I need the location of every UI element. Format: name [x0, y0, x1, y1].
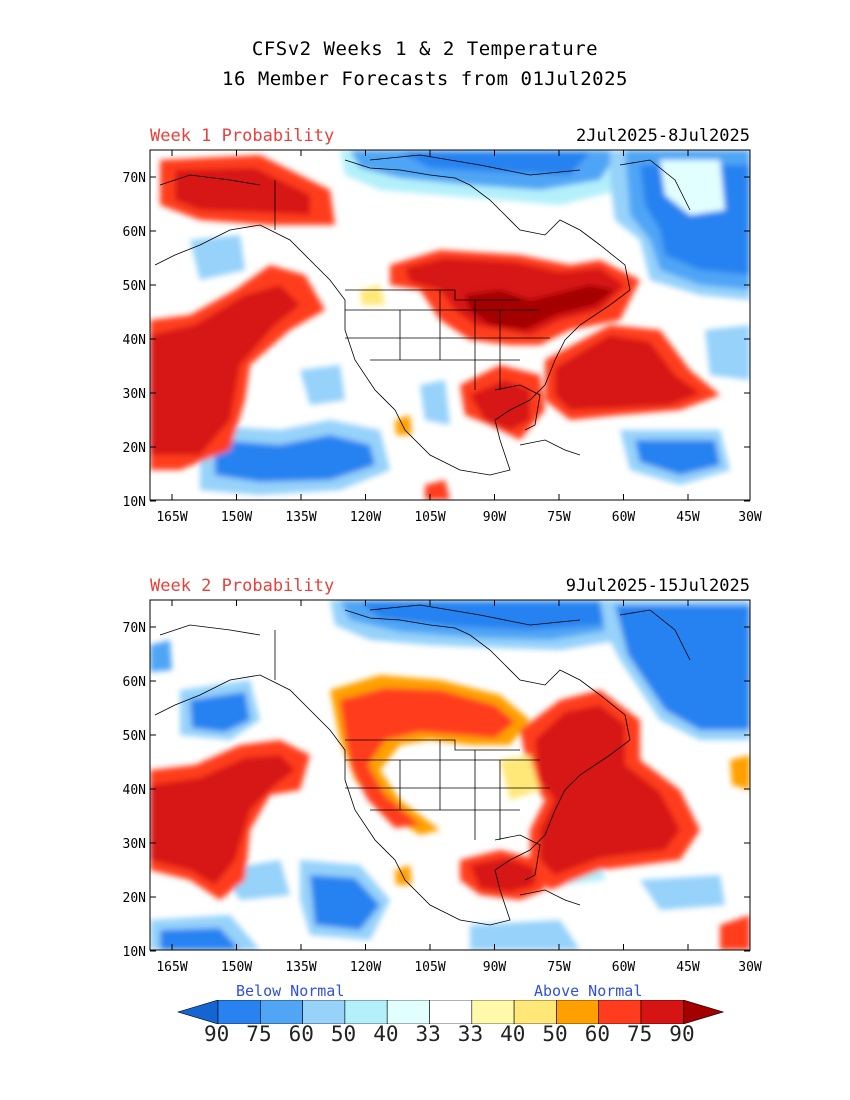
- lat-tick-label: 60N: [123, 675, 146, 690]
- legend-value: 50: [542, 1022, 568, 1046]
- legend-arrow-left: [176, 1000, 219, 1024]
- lat-tick-label: 40N: [123, 333, 146, 348]
- week1-probability-shading: [150, 150, 750, 500]
- legend-swatch: [429, 1000, 473, 1024]
- legend-value: 60: [584, 1022, 610, 1046]
- legend-value: 40: [373, 1022, 399, 1046]
- legend-value: 40: [500, 1022, 526, 1046]
- lon-tick-label: 75W: [547, 510, 571, 525]
- legend-above-label: Above Normal: [534, 982, 643, 1000]
- lat-tick-label: 10N: [123, 945, 146, 960]
- lon-tick-label: 30W: [738, 510, 762, 525]
- lat-tick-label: 70N: [123, 621, 146, 636]
- legend-value: 33: [457, 1022, 484, 1046]
- lat-tick-label: 30N: [123, 387, 146, 402]
- legend-swatch: [598, 1000, 642, 1024]
- week1-dates: 2Jul2025-8Jul2025: [576, 126, 750, 146]
- lat-tick-label: 30N: [123, 837, 146, 852]
- color-legend-bar: [176, 1000, 725, 1024]
- legend-value: 60: [288, 1022, 314, 1046]
- lon-tick-label: 75W: [547, 960, 571, 975]
- chart-subtitle: 16 Member Forecasts from 01Jul2025: [222, 68, 628, 90]
- lon-tick-label: 45W: [676, 960, 700, 975]
- lat-tick-label: 40N: [123, 783, 146, 798]
- week2-probability-shading: [150, 600, 750, 950]
- lon-tick-label: 105W: [414, 960, 445, 975]
- legend-value: 90: [204, 1022, 230, 1046]
- legend-value: 75: [627, 1022, 653, 1046]
- lon-tick-label: 90W: [483, 510, 507, 525]
- legend-swatch: [217, 1000, 261, 1024]
- lon-tick-label: 120W: [350, 510, 381, 525]
- legend-swatch: [302, 1000, 346, 1024]
- lat-tick-label: 50N: [123, 729, 146, 744]
- legend-value: 50: [330, 1022, 357, 1046]
- week2-coastlines: [154, 604, 691, 926]
- legend-swatch: [344, 1000, 388, 1024]
- week1-map: 70N 60N 50N 40N 30N 20N 10N 165W 150W 135W 120W 105…: [123, 149, 762, 525]
- lat-tick-label: 60N: [123, 225, 146, 240]
- legend-below-label: Below Normal: [236, 982, 345, 1000]
- lon-tick-label: 150W: [221, 960, 252, 975]
- week2-dates: 9Jul2025-15Jul2025: [565, 576, 750, 596]
- lon-tick-label: 45W: [676, 510, 700, 525]
- lon-tick-label: 30W: [738, 960, 762, 975]
- lat-tick-label: 70N: [123, 171, 146, 186]
- lon-tick-label: 135W: [285, 510, 316, 525]
- legend-swatch: [640, 1000, 684, 1024]
- lon-tick-label: 120W: [350, 960, 381, 975]
- lon-tick-label: 165W: [156, 960, 187, 975]
- legend-swatch: [386, 1000, 430, 1024]
- week1-label: Week 1 Probability: [150, 126, 335, 146]
- week2-label: Week 2 Probability: [150, 576, 335, 596]
- lon-tick-label: 60W: [612, 510, 636, 525]
- lon-tick-label: 165W: [156, 510, 187, 525]
- lat-tick-label: 50N: [123, 279, 146, 294]
- lon-tick-label: 150W: [221, 510, 252, 525]
- lat-tick-label: 10N: [123, 495, 146, 510]
- chart-title: CFSv2 Weeks 1 & 2 Temperature: [251, 38, 599, 60]
- lat-tick-label: 20N: [123, 891, 146, 906]
- legend-value: 90: [669, 1022, 695, 1046]
- lon-tick-label: 90W: [483, 960, 507, 975]
- week2-map: 70N 60N 50N 40N 30N 20N 10N 165W 150W 135W 120W 105…: [123, 599, 762, 975]
- legend-swatch: [556, 1000, 600, 1024]
- legend-arrow-right: [682, 1000, 725, 1024]
- lon-tick-label: 135W: [285, 960, 316, 975]
- week1-coastlines: [154, 154, 691, 476]
- legend-swatch: [513, 1000, 557, 1024]
- lat-tick-label: 20N: [123, 441, 146, 456]
- legend-swatch: [259, 1000, 303, 1024]
- legend-value: 33: [415, 1022, 441, 1046]
- legend-swatch: [471, 1000, 515, 1024]
- lon-tick-label: 105W: [414, 510, 445, 525]
- lon-tick-label: 60W: [612, 960, 636, 975]
- legend-value: 75: [246, 1022, 272, 1046]
